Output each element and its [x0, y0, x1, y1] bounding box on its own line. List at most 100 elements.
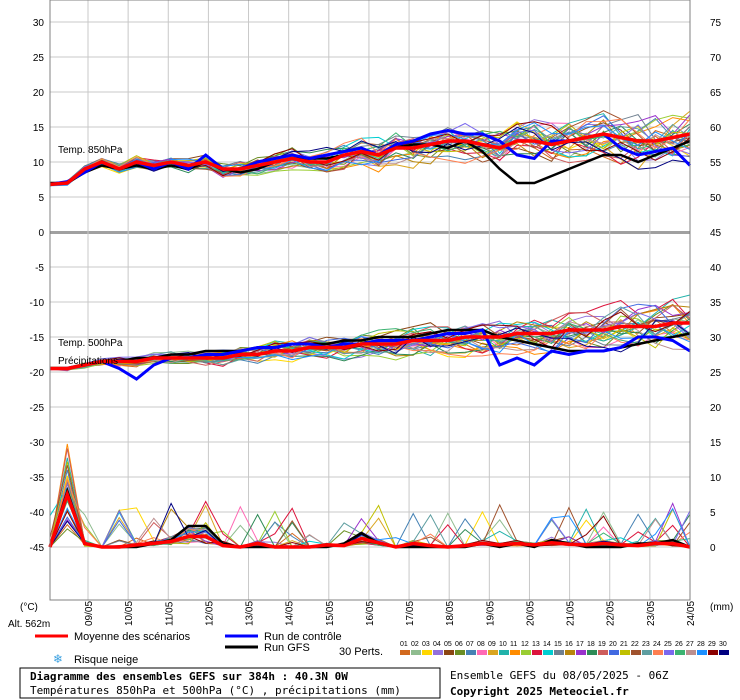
right-tick-label: 20: [710, 403, 722, 414]
right-tick-label: 30: [710, 333, 722, 344]
main-series: [48, 128, 692, 549]
member-line-500: [49, 322, 691, 370]
pert-number: 09: [488, 641, 496, 648]
pert-swatch: [576, 650, 586, 655]
left-tick-label: -30: [30, 438, 45, 449]
right-tick-label: 75: [710, 18, 722, 29]
pert-number: 05: [444, 641, 452, 648]
right-tick-label: 45: [710, 228, 722, 239]
pert-number: 13: [532, 641, 540, 648]
plot-frame: [49, 0, 691, 601]
footer-box: [19, 667, 441, 699]
date-tick-label: 18/05: [445, 601, 456, 626]
member-line-precip: [49, 457, 691, 548]
pert-number: 20: [609, 641, 617, 648]
date-tick-label: 19/05: [485, 601, 496, 626]
pert-swatch: [433, 650, 443, 655]
pert-swatch: [488, 650, 498, 655]
pert-swatch: [411, 650, 421, 655]
pert-number: 04: [433, 641, 441, 648]
pert-number: 01: [400, 641, 408, 648]
pert-number: 17: [576, 641, 584, 648]
pert-number: 27: [686, 641, 694, 648]
legend-gfs-label: Run GFS: [264, 642, 310, 654]
left-tick-label: -15: [30, 333, 45, 344]
left-tick-label: 30: [33, 18, 45, 29]
date-tick-label: 23/05: [646, 601, 657, 626]
footer-run: Ensemble GEFS du 08/05/2025 - 06Z: [450, 669, 669, 682]
pert-swatch: [675, 650, 685, 655]
pert-number: 29: [708, 641, 716, 648]
pert-number: 24: [653, 641, 661, 648]
pert-number: 15: [554, 641, 562, 648]
legend-snow-label: Risque neige: [74, 654, 138, 666]
footer-copyright: Copyright 2025 Meteociel.fr: [450, 685, 629, 698]
pert-swatch: [620, 650, 630, 655]
member-line-precip: [49, 469, 691, 548]
member-line-precip: [49, 448, 691, 548]
right-tick-label: 25: [710, 368, 722, 379]
date-tick-label: 17/05: [405, 601, 416, 626]
pert-swatch: [477, 650, 487, 655]
left-tick-label: 15: [33, 123, 45, 134]
right-tick-label: 70: [710, 53, 722, 64]
date-tick-label: 15/05: [325, 601, 336, 626]
date-tick-label: 22/05: [606, 601, 617, 626]
member-line-850: [49, 126, 691, 186]
perturbation-legend: 01 02 03 04 05 06 07 08 09 10 11 12 13 14 15 16 17 18 19 20…: [400, 641, 729, 655]
precip-label: Précipitations: [58, 356, 118, 367]
pert-swatch: [543, 650, 553, 655]
right-tick-label: 35: [710, 298, 722, 309]
right-tick-label: 10: [710, 473, 722, 484]
footer-subtitle: Températures 850hPa et 500hPa (°C) , pré…: [30, 684, 401, 697]
legend-control-label: Run de contrôle: [264, 631, 342, 643]
pert-number: 18: [587, 641, 595, 648]
pert-swatch: [444, 650, 454, 655]
left-tick-label: -5: [35, 263, 44, 274]
pert-swatch: [598, 650, 608, 655]
member-line-precip: [49, 461, 691, 548]
left-tick-label: -25: [30, 403, 45, 414]
temp850-label: Temp. 850hPa: [58, 145, 123, 156]
pert-swatch: [697, 650, 707, 655]
pert-swatch: [532, 650, 542, 655]
date-tick-label: 20/05: [525, 601, 536, 626]
pert-swatch: [719, 650, 729, 655]
left-tick-label: -45: [30, 543, 45, 554]
pert-number: 23: [642, 641, 650, 648]
member-line-precip: [49, 510, 691, 548]
pert-swatch: [708, 650, 718, 655]
date-tick-label: 10/05: [124, 601, 135, 626]
right-tick-label: 5: [710, 508, 716, 519]
left-tick-label: 5: [38, 193, 44, 204]
date-tick-label: 12/05: [204, 601, 215, 626]
pert-swatch: [664, 650, 674, 655]
right-tick-label: 65: [710, 88, 722, 99]
left-tick-label: 0: [38, 228, 44, 239]
footer-title: Diagramme des ensembles GEFS sur 384h : …: [30, 670, 348, 683]
panel-separator: [50, 231, 690, 234]
right-tick-label: 0: [710, 543, 716, 554]
pert-number: 30: [719, 641, 727, 648]
pert-number: 21: [620, 641, 628, 648]
left-tick-label: -20: [30, 368, 45, 379]
pert-swatch: [686, 650, 696, 655]
date-tick-label: 13/05: [245, 601, 256, 626]
pert-swatch: [609, 650, 619, 655]
snow-icon: ❄: [53, 652, 63, 666]
pert-number: 26: [675, 641, 683, 648]
legend-mean-label: Moyenne des scénarios: [74, 631, 191, 643]
pert-number: 16: [565, 641, 573, 648]
left-tick-label: -10: [30, 298, 45, 309]
date-tick-label: 16/05: [365, 601, 376, 626]
date-tick-label: 14/05: [285, 601, 296, 626]
date-tick-label: 09/05: [84, 601, 95, 626]
pert-swatch: [587, 650, 597, 655]
right-tick-label: 40: [710, 263, 722, 274]
member-line-500: [49, 320, 691, 370]
pert-swatch: [554, 650, 564, 655]
pert-number: 03: [422, 641, 430, 648]
mean-line-precip: [48, 489, 691, 549]
chart-grid: [50, 0, 691, 600]
